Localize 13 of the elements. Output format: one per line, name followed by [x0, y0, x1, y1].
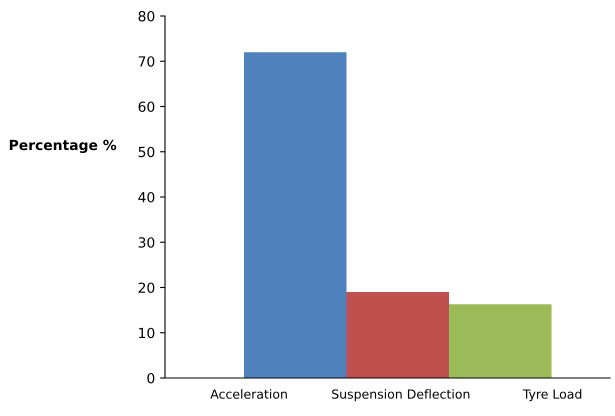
y-tick-label: 0: [147, 372, 154, 384]
x-tick-label: Acceleration: [210, 389, 287, 399]
y-tick-label: 60: [138, 101, 154, 112]
y-tick-label: 30: [138, 237, 154, 248]
x-tick-label: Tyre Load: [522, 389, 582, 402]
y-axis-title: Percentage %: [10, 140, 116, 154]
y-tick-label: 50: [138, 146, 154, 158]
y-tick-label: 70: [138, 56, 154, 67]
y-tick-label: 40: [138, 192, 154, 202]
x-tick-label: Suspension Deflection: [332, 389, 470, 402]
y-tick-label: 80: [138, 10, 154, 22]
y-tick-label: 20: [138, 282, 154, 293]
y-tick-label: 10: [139, 328, 154, 338]
